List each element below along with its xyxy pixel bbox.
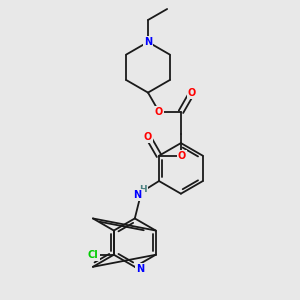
Text: O: O bbox=[178, 151, 186, 161]
Text: N: N bbox=[133, 190, 142, 200]
Text: N: N bbox=[136, 264, 144, 274]
Text: O: O bbox=[144, 132, 152, 142]
Text: O: O bbox=[155, 107, 163, 117]
Text: N: N bbox=[144, 37, 152, 47]
Text: Cl: Cl bbox=[88, 250, 99, 260]
Text: H: H bbox=[140, 184, 147, 194]
Text: O: O bbox=[188, 88, 196, 98]
